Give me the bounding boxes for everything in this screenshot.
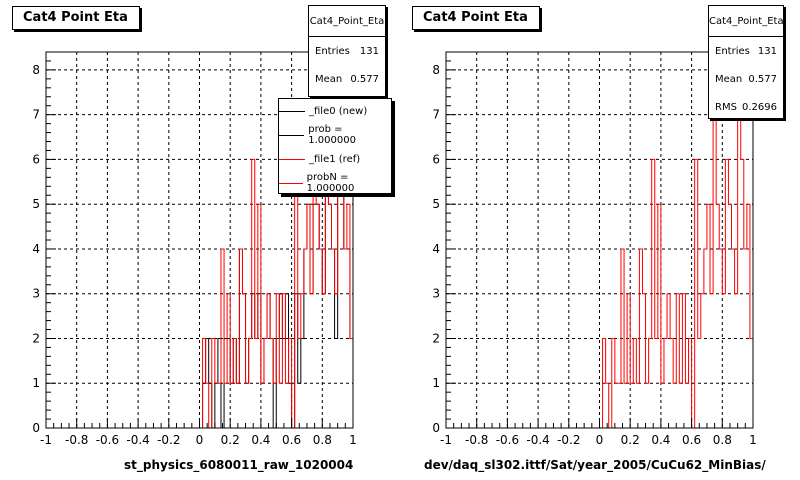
y-tick-label: 5 bbox=[432, 197, 440, 211]
y-tick-label: 8 bbox=[432, 63, 440, 77]
right-chart-title: Cat4 Point Eta bbox=[412, 6, 540, 30]
legend-item-prob: prob = 1.000000 bbox=[279, 123, 391, 147]
x-tick-label: 0.2 bbox=[621, 433, 640, 447]
y-tick-label: 0 bbox=[32, 421, 40, 435]
y-tick-label: 0 bbox=[432, 421, 440, 435]
x-tick-label: 0.6 bbox=[282, 433, 301, 447]
y-tick-label: 2 bbox=[432, 331, 440, 345]
x-tick-label: 1 bbox=[349, 433, 357, 447]
right-stats-box: Cat4_Point_Eta Entries 131 Mean 0.577 RM… bbox=[708, 5, 784, 119]
legend-item-file1: _file1 (ref) bbox=[279, 147, 391, 171]
y-tick-label: 5 bbox=[32, 197, 40, 211]
legend-item-probn: probN = 1.000000 bbox=[279, 171, 391, 193]
x-tick-label: -0.4 bbox=[126, 433, 149, 447]
y-tick-label: 7 bbox=[432, 108, 440, 122]
left-legend: _file0 (new) prob = 1.000000 _file1 (ref… bbox=[278, 98, 392, 194]
x-tick-label: -0.2 bbox=[157, 433, 180, 447]
legend-line-black bbox=[279, 110, 305, 112]
y-tick-label: 1 bbox=[432, 376, 440, 390]
x-tick-label: 0.6 bbox=[682, 433, 701, 447]
legend-line-red bbox=[279, 182, 303, 184]
right-histogram-panel: -1 -0.8 -0.6 -0.4 -0.2 0 0.2 0.4 0.6 0.8 1 0 1 2 3 4 5 6 7… bbox=[432, 51, 757, 447]
right-stats-entries: Entries 131 bbox=[715, 45, 777, 57]
x-tick-label: -1 bbox=[40, 433, 52, 447]
left-chart-title: Cat4 Point Eta bbox=[12, 6, 140, 30]
x-tick-label: -0.8 bbox=[65, 433, 88, 447]
left-stats-entries: Entries 131 bbox=[315, 45, 379, 57]
y-tick-label: 4 bbox=[32, 242, 40, 256]
legend-line-black bbox=[279, 134, 305, 136]
legend-item-file0: _file0 (new) bbox=[279, 99, 391, 123]
x-tick-label: -0.8 bbox=[465, 433, 488, 447]
x-tick-label: -0.6 bbox=[496, 433, 519, 447]
y-tick-label: 4 bbox=[432, 242, 440, 256]
x-tick-label: 0 bbox=[596, 433, 604, 447]
x-tick-label: 0.8 bbox=[713, 433, 732, 447]
y-tick-label: 3 bbox=[32, 287, 40, 301]
x-tick-label: -0.6 bbox=[96, 433, 119, 447]
x-tick-label: -0.2 bbox=[557, 433, 580, 447]
y-tick-label: 2 bbox=[32, 331, 40, 345]
x-tick-label: 0.4 bbox=[651, 433, 670, 447]
right-chart-title-text: Cat4 Point Eta bbox=[423, 10, 528, 25]
left-x-axis-label: st_physics_6080011_raw_1020004 bbox=[124, 458, 354, 472]
x-tick-label: -1 bbox=[440, 433, 452, 447]
x-tick-label: 0.8 bbox=[313, 433, 332, 447]
left-stats-mean: Mean 0.577 bbox=[315, 73, 379, 85]
right-stats-title: Cat4_Point_Eta bbox=[709, 6, 784, 37]
right-stats-rms: RMS 0.2696 bbox=[715, 101, 777, 113]
y-tick-label: 1 bbox=[32, 376, 40, 390]
x-tick-label: 1 bbox=[749, 433, 757, 447]
y-tick-label: 6 bbox=[32, 152, 40, 166]
y-tick-label: 6 bbox=[432, 152, 440, 166]
y-tick-label: 3 bbox=[432, 287, 440, 301]
left-stats-box: Cat4_Point_Eta Entries 131 Mean 0.577 bbox=[308, 5, 386, 97]
y-tick-label: 8 bbox=[32, 63, 40, 77]
x-tick-label: 0.2 bbox=[221, 433, 240, 447]
x-tick-label: 0 bbox=[196, 433, 204, 447]
x-tick-label: -0.4 bbox=[526, 433, 549, 447]
x-tick-label: 0.4 bbox=[251, 433, 270, 447]
left-stats-title: Cat4_Point_Eta bbox=[309, 6, 385, 37]
right-stats-mean: Mean 0.577 bbox=[715, 73, 777, 85]
y-tick-label: 7 bbox=[32, 108, 40, 122]
legend-line-red bbox=[279, 158, 305, 160]
histogram-series-0 bbox=[446, 69, 753, 429]
right-x-axis-label: dev/daq_sl302.ittf/Sat/year_2005/CuCu62_… bbox=[424, 458, 766, 472]
left-chart-title-text: Cat4 Point Eta bbox=[23, 10, 128, 25]
